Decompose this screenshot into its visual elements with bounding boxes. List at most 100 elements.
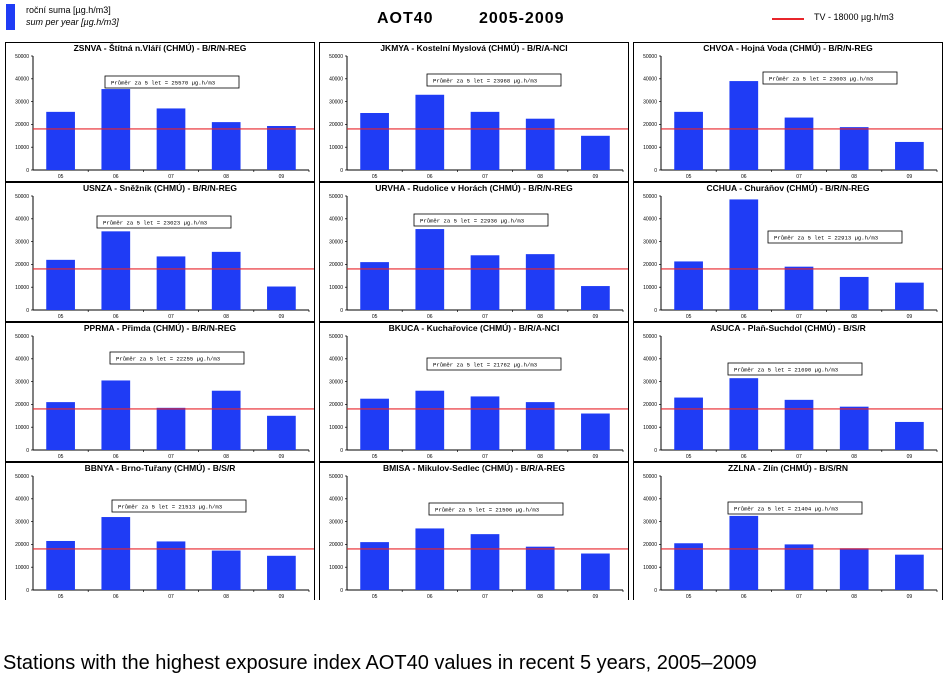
bar	[581, 553, 610, 590]
chart-panel: ASUCA - Plaň-Suchdol (CHMÚ) - B/S/R 0 1000…	[633, 322, 943, 462]
y-tick-label: 30000	[643, 99, 657, 105]
chart-panel: PPRMA - Přimda (CHMÚ) - B/R/N-REG 0 10000 2…	[5, 322, 315, 462]
x-tick-label: 06	[427, 454, 433, 460]
average-box	[426, 357, 562, 371]
bar	[525, 118, 555, 170]
bar	[415, 390, 445, 450]
y-tick-label: 30000	[329, 519, 343, 525]
y-tick-label: 20000	[329, 542, 343, 548]
average-label: Průměr za 5 let = 21690 µg.h/m3	[734, 366, 838, 373]
y-tick-label: 10000	[643, 425, 657, 431]
bar	[415, 528, 445, 590]
y-tick-label: 10000	[329, 565, 343, 571]
x-tick-label: 06	[113, 594, 119, 600]
bar	[525, 402, 555, 450]
chart-title: USNZA - Sněžník (CHMÚ) - B/R/N-REG	[83, 182, 237, 193]
y-tick-label: 50000	[15, 54, 29, 60]
chart-title: ZSNVA - Štítná n.Vláří (CHMÚ) - B/R/N-RE…	[74, 42, 247, 53]
y-tick-label: 40000	[643, 497, 657, 503]
x-tick-label: 07	[482, 174, 488, 180]
y-tick-label: 40000	[643, 217, 657, 223]
y-tick-label: 30000	[329, 99, 343, 105]
x-tick-label: 05	[686, 594, 692, 600]
x-tick-label: 06	[113, 314, 119, 320]
bar	[729, 81, 759, 170]
y-tick-label: 0	[26, 308, 29, 314]
y-tick-label: 0	[654, 588, 657, 594]
y-tick-label: 50000	[643, 474, 657, 480]
bar	[839, 276, 869, 310]
bar	[360, 398, 389, 450]
chart-panel: USNZA - Sněžník (CHMÚ) - B/R/N-REG 0 10000…	[5, 182, 315, 322]
y-tick-label: 30000	[643, 519, 657, 525]
x-tick-label: 09	[279, 594, 285, 600]
x-tick-label: 05	[58, 454, 64, 460]
bar	[784, 399, 814, 450]
bar	[895, 141, 924, 170]
y-tick-label: 20000	[15, 122, 29, 128]
bar	[470, 111, 500, 170]
chart-title: ASUCA - Plaň-Suchdol (CHMÚ) - B/S/R	[710, 322, 866, 333]
average-label: Průměr za 5 let = 21762 µg.h/m3	[433, 361, 537, 368]
y-tick-label: 40000	[329, 497, 343, 503]
figure-caption: Stations with the highest exposure index…	[3, 652, 757, 674]
y-tick-label: 10000	[15, 565, 29, 571]
bar	[46, 402, 75, 450]
y-tick-label: 40000	[15, 497, 29, 503]
y-tick-label: 50000	[329, 474, 343, 480]
x-tick-label: 07	[482, 594, 488, 600]
average-box	[762, 71, 898, 85]
y-tick-label: 0	[340, 308, 343, 314]
bar	[895, 554, 924, 590]
y-tick-label: 20000	[643, 122, 657, 128]
bar	[525, 254, 555, 310]
y-tick-label: 20000	[643, 402, 657, 408]
x-tick-label: 09	[907, 454, 913, 460]
bar	[839, 406, 869, 450]
bar	[46, 111, 75, 170]
y-tick-label: 50000	[643, 54, 657, 60]
bar	[211, 550, 241, 590]
x-tick-label: 06	[427, 174, 433, 180]
bar	[470, 534, 500, 590]
y-tick-label: 50000	[329, 334, 343, 340]
y-tick-label: 10000	[643, 145, 657, 151]
y-tick-label: 50000	[643, 194, 657, 200]
chart-panel: BKUCA - Kuchařovice (CHMÚ) - B/R/A-NCI 0 1…	[319, 322, 629, 462]
bar	[211, 122, 241, 170]
x-tick-label: 07	[482, 314, 488, 320]
bar	[581, 413, 610, 450]
bar	[784, 544, 814, 590]
bar	[156, 256, 186, 310]
average-box	[104, 75, 240, 89]
bar	[360, 113, 389, 170]
legend-bar-label-en: sum per year [µg.h/m3]	[26, 17, 119, 27]
bar	[211, 251, 241, 310]
bar	[211, 390, 241, 450]
bar	[470, 396, 500, 450]
bar	[674, 111, 703, 170]
average-box	[96, 215, 232, 229]
bar	[839, 548, 869, 590]
chart-title: URVHA - Rudolice v Horách (CHMÚ) - B/R/N…	[375, 182, 573, 193]
bar	[46, 540, 75, 590]
chart-title: PPRMA - Přimda (CHMÚ) - B/R/N-REG	[84, 322, 237, 333]
x-tick-label: 05	[372, 454, 378, 460]
x-tick-label: 05	[58, 174, 64, 180]
bar	[784, 266, 814, 310]
x-tick-label: 08	[851, 314, 857, 320]
x-tick-label: 07	[796, 314, 802, 320]
y-tick-label: 10000	[329, 285, 343, 291]
bar	[156, 407, 186, 450]
legend-bar-swatch	[6, 4, 15, 30]
y-tick-label: 10000	[643, 565, 657, 571]
y-tick-label: 50000	[329, 54, 343, 60]
chart-panel: BMISA - Mikulov-Sedlec (CHMÚ) - B/R/A-RE…	[319, 462, 629, 600]
x-tick-label: 07	[168, 314, 174, 320]
average-label: Průměr za 5 let = 22936 µg.h/m3	[420, 217, 524, 224]
y-tick-label: 30000	[15, 239, 29, 245]
bar	[470, 255, 500, 310]
x-tick-label: 08	[537, 454, 543, 460]
x-tick-label: 05	[58, 594, 64, 600]
y-tick-label: 20000	[15, 542, 29, 548]
